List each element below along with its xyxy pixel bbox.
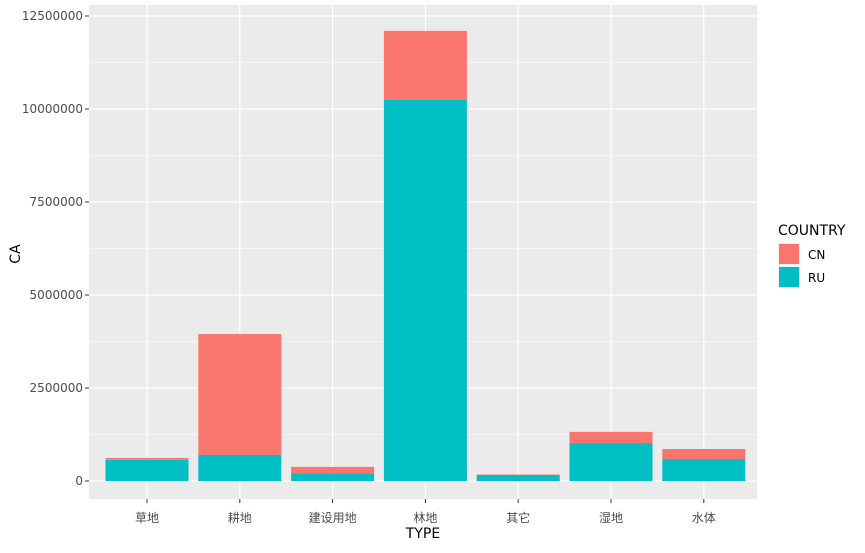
legend-label-cn: CN [808,248,825,262]
bar-ru-3 [383,99,467,481]
x-tick-label: 耕地 [228,510,252,525]
bar-cn-6 [662,449,746,460]
y-tick-label: 10000000 [22,102,83,116]
bar-ru-4 [476,475,560,481]
x-axis-title: TYPE [405,526,440,542]
x-tick-label: 建设用地 [309,511,357,525]
legend-swatch-cn [779,244,799,264]
y-tick-label: 12500000 [22,9,83,23]
y-tick-label: 5000000 [30,288,83,302]
x-tick-label: 湿地 [599,510,623,525]
legend-swatch-ru [779,267,799,287]
legend-label-ru: RU [808,271,825,285]
x-tick-label: 草地 [135,511,159,525]
y-axis-ticks: 0 2500000 5000000 7500000 10000000 12500000 [22,9,89,488]
bar-cn-0 [105,457,189,460]
bar-ru-0 [105,459,189,481]
y-tick-label: 7500000 [30,195,83,209]
bars [105,30,746,481]
bar-ru-1 [198,454,282,481]
y-axis-title: CA [8,244,24,264]
bar-ru-5 [569,443,653,481]
bar-ru-2 [291,473,375,481]
bar-cn-3 [383,30,467,100]
y-tick-label: 0 [75,474,83,488]
x-tick-label: 林地 [413,511,437,525]
bar-cn-2 [291,466,375,474]
y-tick-label: 2500000 [30,381,83,395]
x-tick-label: 水体 [692,511,716,525]
x-tick-label: 其它 [506,510,530,525]
legend: COUNTRY CN RU [778,223,846,288]
bar-cn-4 [476,474,560,476]
bar-cn-1 [198,334,282,455]
legend-title: COUNTRY [778,223,846,239]
x-axis-ticks: 草地 耕地 建设用地 林地 其它 湿地 水体 [135,499,716,525]
bar-cn-5 [569,431,653,444]
bar-ru-6 [662,459,746,481]
